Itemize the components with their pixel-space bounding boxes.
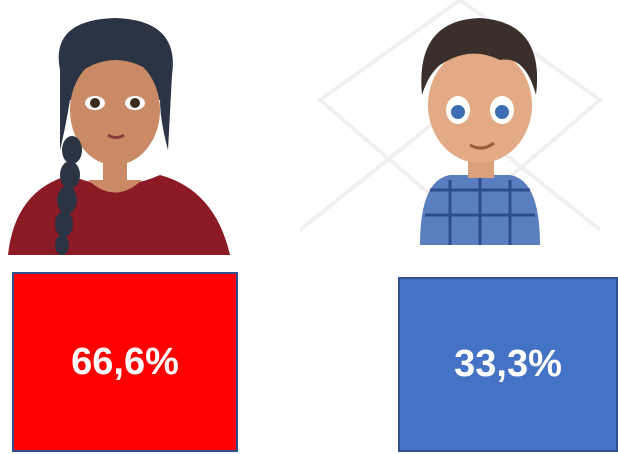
page: 66,6% 33,3% (() => { const data = JSON.p… (0, 0, 618, 454)
percentage-label: 33,3% (454, 343, 562, 386)
percentage-box: 66,6% (12, 272, 238, 452)
percentage-label: 66,6% (71, 341, 179, 384)
percentage-box: 33,3% (398, 277, 618, 452)
boy-illustration (300, 0, 618, 248)
girl-illustration (0, 0, 240, 258)
